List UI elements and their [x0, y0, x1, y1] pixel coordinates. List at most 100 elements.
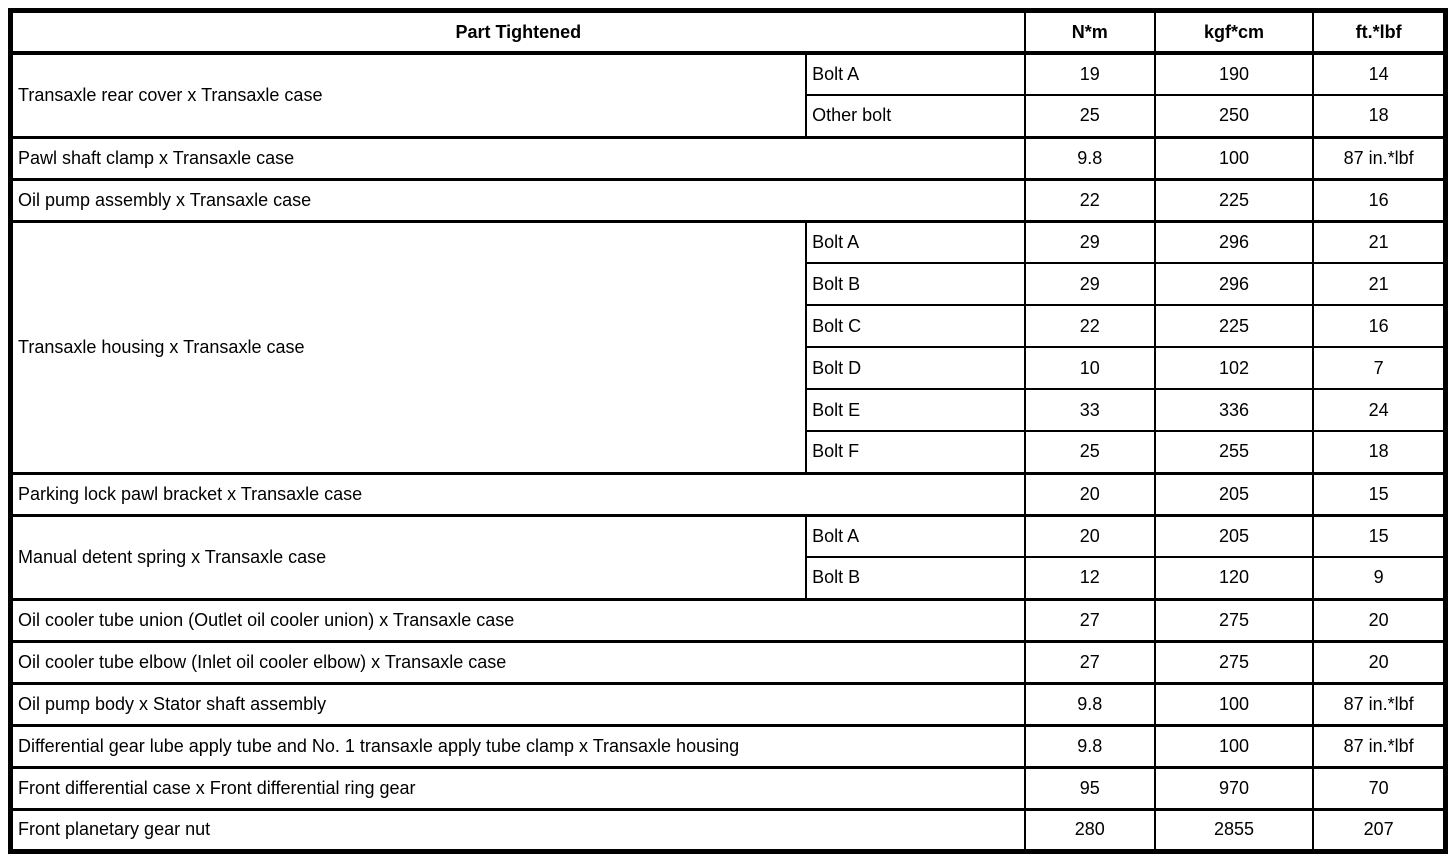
nm-value-cell: 29 — [1023, 262, 1156, 306]
nm-value-cell: 280 — [1023, 807, 1156, 852]
kgfcm-value-cell: 275 — [1153, 639, 1315, 684]
part-cell: Oil cooler tube elbow (Inlet oil cooler … — [9, 639, 1026, 684]
nm-value-cell: 9.8 — [1023, 681, 1156, 726]
kgfcm-value-cell: 120 — [1153, 556, 1315, 600]
table-row: Parking lock pawl bracket x Transaxle ca… — [9, 471, 1447, 516]
table-row: Manual detent spring x Transaxle case Bo… — [9, 513, 1447, 600]
table-row: Oil pump assembly x Transaxle case 22 22… — [9, 177, 1447, 222]
ftlbf-value-cell: 7 — [1312, 346, 1447, 390]
part-cell: Oil pump assembly x Transaxle case — [9, 177, 1026, 222]
bolt-label-cell: Bolt D — [805, 346, 1026, 390]
kgfcm-value-cell: 336 — [1153, 388, 1315, 432]
kgfcm-value-cell: 100 — [1153, 681, 1315, 726]
ftlbf-value-cell: 16 — [1312, 304, 1447, 348]
ftlbf-value-cell: 14 — [1312, 51, 1447, 96]
col-header-ftlbf: ft.*lbf — [1312, 9, 1447, 55]
table-row: Pawl shaft clamp x Transaxle case 9.8 10… — [9, 135, 1447, 180]
nm-value-cell: 22 — [1023, 304, 1156, 348]
nm-value-cell: 33 — [1023, 388, 1156, 432]
nm-value-cell: 9.8 — [1023, 135, 1156, 180]
header-row: Part Tightened N*m kgf*cm ft.*lbf — [9, 9, 1447, 55]
kgfcm-value-cell: 225 — [1153, 177, 1315, 222]
nm-value-cell: 25 — [1023, 94, 1156, 138]
bolt-label-cell: Bolt A — [805, 219, 1026, 264]
part-cell: Front differential case x Front differen… — [9, 765, 1026, 810]
kgfcm-value-cell: 205 — [1153, 513, 1315, 558]
table-row: Oil cooler tube elbow (Inlet oil cooler … — [9, 639, 1447, 684]
nm-value-cell: 27 — [1023, 597, 1156, 642]
kgfcm-value-cell: 102 — [1153, 346, 1315, 390]
bolt-label-cell: Bolt B — [805, 262, 1026, 306]
ftlbf-value-cell: 9 — [1312, 556, 1447, 600]
nm-value-cell: 9.8 — [1023, 723, 1156, 768]
part-cell: Front planetary gear nut — [9, 807, 1026, 852]
ftlbf-value-cell: 20 — [1312, 639, 1447, 684]
bolt-label-cell: Bolt B — [805, 556, 1026, 600]
kgfcm-value-cell: 255 — [1153, 430, 1315, 474]
header-part-tightened: Part Tightened — [9, 9, 1026, 55]
nm-value-cell: 95 — [1023, 765, 1156, 810]
kgfcm-value-cell: 100 — [1153, 135, 1315, 180]
ftlbf-value-cell: 16 — [1312, 177, 1447, 222]
part-cell: Pawl shaft clamp x Transaxle case — [9, 135, 1026, 180]
ftlbf-value-cell: 15 — [1312, 513, 1447, 558]
part-cell: Oil cooler tube union (Outlet oil cooler… — [9, 597, 1026, 642]
kgfcm-value-cell: 296 — [1153, 262, 1315, 306]
table-row: Bolt D 10 102 7 — [11, 346, 1447, 390]
nm-value-cell: 12 — [1023, 556, 1156, 600]
ftlbf-value-cell: 70 — [1312, 765, 1447, 810]
kgfcm-value-cell: 275 — [1153, 597, 1315, 642]
table-row: Bolt E 33 336 24 — [11, 388, 1447, 432]
nm-value-cell: 25 — [1023, 430, 1156, 474]
kgfcm-value-cell: 296 — [1153, 219, 1315, 264]
ftlbf-value-cell: 15 — [1312, 471, 1447, 516]
ftlbf-value-cell: 87 in.*lbf — [1312, 723, 1447, 768]
kgfcm-value-cell: 250 — [1153, 94, 1315, 138]
part-cell: Manual detent spring x Transaxle case — [9, 513, 808, 600]
ftlbf-value-cell: 18 — [1312, 94, 1447, 138]
table-row: Front planetary gear nut 280 2855 207 — [9, 807, 1447, 852]
ftlbf-value-cell: 20 — [1312, 597, 1447, 642]
table-row: Differential gear lube apply tube and No… — [9, 723, 1447, 768]
part-cell: Parking lock pawl bracket x Transaxle ca… — [9, 471, 1026, 516]
part-cell: Differential gear lube apply tube and No… — [9, 723, 1026, 768]
kgfcm-value-cell: 190 — [1153, 51, 1315, 96]
col-header-kgfcm: kgf*cm — [1153, 9, 1315, 55]
kgfcm-value-cell: 970 — [1153, 765, 1315, 810]
nm-value-cell: 27 — [1023, 639, 1156, 684]
ftlbf-value-cell: 207 — [1312, 807, 1447, 852]
nm-value-cell: 29 — [1023, 219, 1156, 264]
table-row: Bolt C 22 225 16 — [11, 304, 1447, 348]
kgfcm-value-cell: 225 — [1153, 304, 1315, 348]
table-row: Bolt B 29 296 21 — [11, 262, 1447, 306]
ftlbf-value-cell: 18 — [1312, 430, 1447, 474]
torque-spec-table: Part Tightened N*m kgf*cm ft.*lbf Transa… — [8, 8, 1448, 854]
table-row: Transaxle rear cover x Transaxle case Bo… — [9, 51, 1447, 138]
bolt-label-cell: Bolt A — [805, 513, 1026, 558]
part-cell: Oil pump body x Stator shaft assembly — [9, 681, 1026, 726]
bolt-label-cell: Bolt F — [805, 430, 1026, 474]
table-row: Bolt F 25 255 18 — [11, 430, 1447, 474]
bolt-label-cell: Other bolt — [805, 94, 1026, 138]
kgfcm-value-cell: 2855 — [1153, 807, 1315, 852]
nm-value-cell: 22 — [1023, 177, 1156, 222]
table-row: Oil pump body x Stator shaft assembly 9.… — [9, 681, 1447, 726]
bolt-label-cell: Bolt E — [805, 388, 1026, 432]
bolt-label-cell: Bolt C — [805, 304, 1026, 348]
ftlbf-value-cell: 21 — [1312, 262, 1447, 306]
nm-value-cell: 19 — [1023, 51, 1156, 96]
kgfcm-value-cell: 100 — [1153, 723, 1315, 768]
table-row: Other bolt 25 250 18 — [11, 94, 1447, 138]
nm-value-cell: 20 — [1023, 471, 1156, 516]
ftlbf-value-cell: 24 — [1312, 388, 1447, 432]
bolt-label-cell: Bolt A — [805, 51, 1026, 96]
part-cell: Transaxle rear cover x Transaxle case — [9, 51, 808, 138]
part-cell: Transaxle housing x Transaxle case — [9, 219, 808, 474]
ftlbf-value-cell: 21 — [1312, 219, 1447, 264]
ftlbf-value-cell: 87 in.*lbf — [1312, 681, 1447, 726]
col-header-nm: N*m — [1023, 9, 1156, 55]
nm-value-cell: 10 — [1023, 346, 1156, 390]
ftlbf-value-cell: 87 in.*lbf — [1312, 135, 1447, 180]
table-row: Bolt B 12 120 9 — [11, 556, 1447, 600]
